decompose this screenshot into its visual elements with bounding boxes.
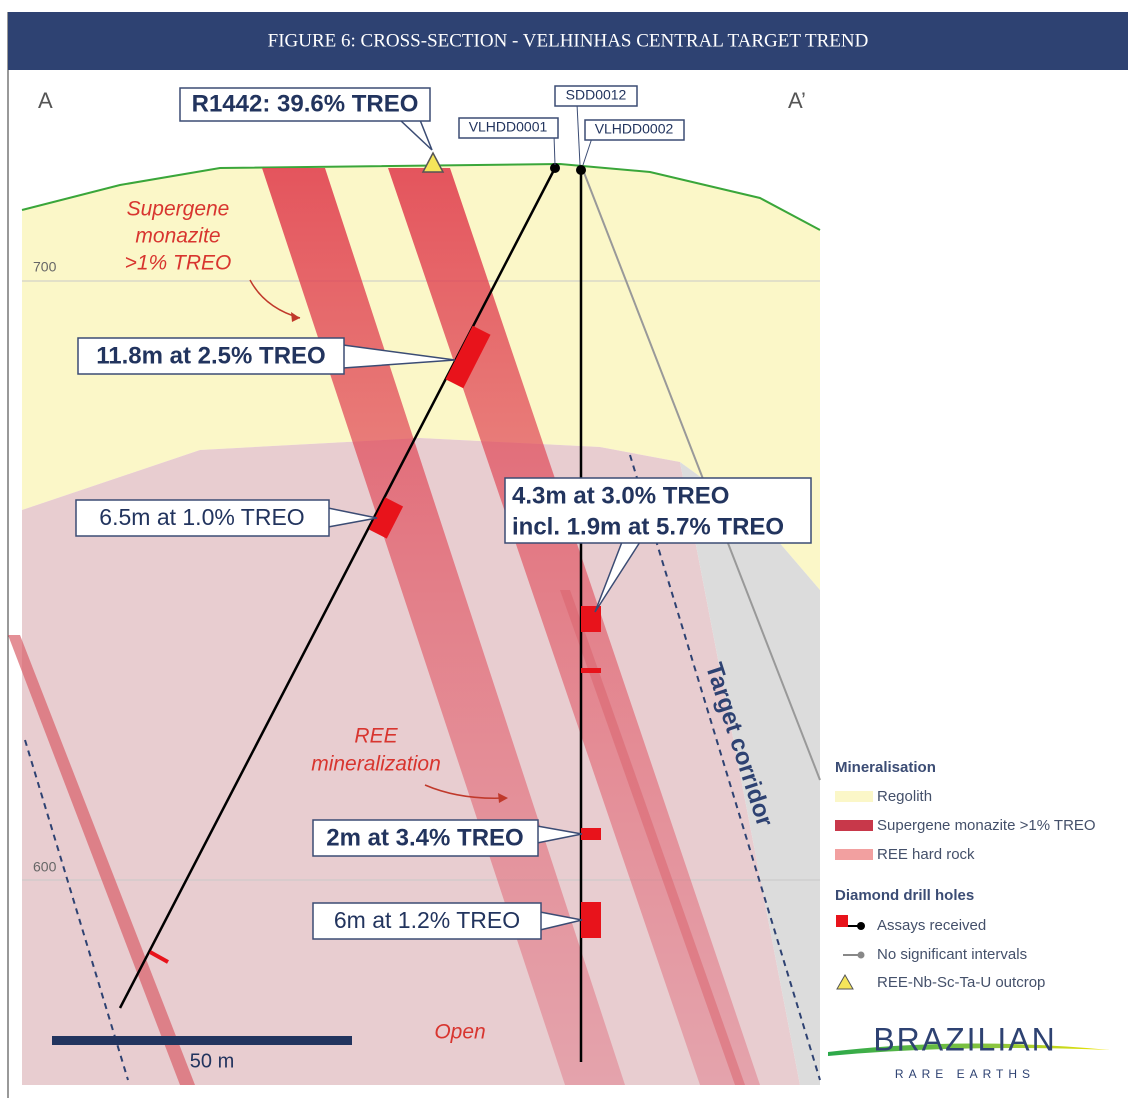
legend-item: No significant intervals [877, 946, 1027, 963]
intercept-label: 6.5m at 1.0% TREO [99, 504, 304, 530]
collar [576, 165, 586, 175]
intercept-label: incl. 1.9m at 5.7% TREO [512, 513, 784, 540]
section-end: A’ [788, 88, 806, 113]
intercept-mark [581, 902, 601, 938]
intercept-label: 4.3m at 3.0% TREO [512, 482, 729, 509]
page: { "header": {"title": "FIGURE 6: CROSS-S… [0, 0, 1128, 1098]
drill-hole-tag: SDD0012 [566, 87, 627, 103]
zone-note: monazite [135, 225, 220, 248]
legend-swatch [836, 915, 848, 927]
intercept-mark [581, 668, 601, 673]
scale-bar [52, 1036, 352, 1045]
intercept-mark [581, 606, 601, 632]
legend-swatch [835, 849, 873, 860]
zone-note: Supergene [127, 198, 230, 221]
legend-item: Regolith [877, 788, 932, 805]
legend-swatch [835, 820, 873, 831]
elevation-label: 700 [33, 259, 57, 275]
scale-label: 50 m [190, 1050, 234, 1072]
logo-name: BRAZILIAN [873, 1021, 1056, 1057]
drill-hole-tag: VLHDD0001 [469, 119, 548, 135]
legend-swatch [837, 975, 853, 989]
figure: FIGURE 6: CROSS-SECTION - VELHINHAS CENT… [0, 0, 1128, 1098]
intercept-label: 6m at 1.2% TREO [334, 907, 520, 933]
drill-hole-tag: VLHDD0002 [595, 121, 674, 137]
legend-title: Mineralisation [835, 759, 936, 776]
intercept-label: 2m at 3.4% TREO [326, 824, 523, 851]
zone-note: mineralization [311, 753, 441, 776]
legend-swatch [858, 952, 865, 959]
legend-swatch [857, 922, 865, 930]
legend-item: Supergene monazite >1% TREO [877, 817, 1096, 834]
logo-tagline: RARE EARTHS [895, 1067, 1035, 1081]
legend-title: Diamond drill holes [835, 887, 974, 904]
open-note: Open [434, 1021, 485, 1044]
legend-item: REE hard rock [877, 846, 975, 863]
zone-note: >1% TREO [125, 252, 232, 275]
intercept-label: 11.8m at 2.5% TREO [96, 342, 325, 369]
legend-swatch [835, 791, 873, 802]
section-start: A [38, 88, 53, 113]
legend-item: REE-Nb-Sc-Ta-U outcrop [877, 974, 1045, 991]
legend-item: Assays received [877, 917, 986, 934]
intercept-mark [581, 828, 601, 840]
outcrop-label: R1442: 39.6% TREO [192, 90, 419, 117]
header-title: FIGURE 6: CROSS-SECTION - VELHINHAS CENT… [268, 30, 869, 51]
zone-note: REE [354, 725, 398, 748]
elevation-label: 600 [33, 859, 57, 875]
